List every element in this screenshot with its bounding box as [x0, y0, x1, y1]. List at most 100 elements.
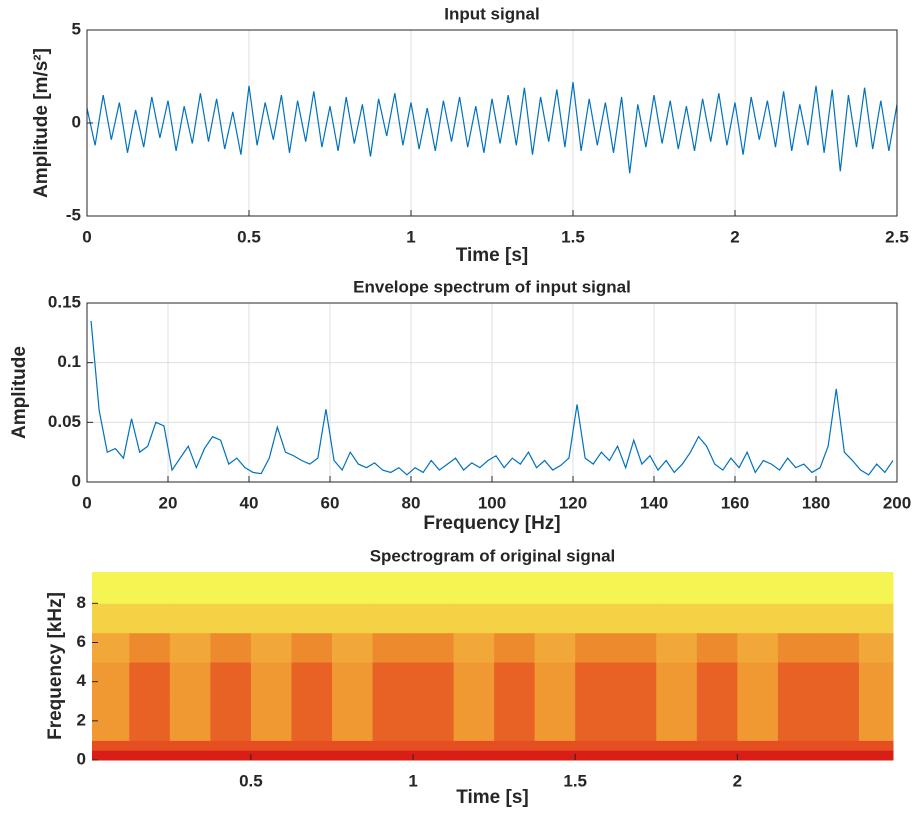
spectrogram-cell — [818, 572, 860, 604]
spectrogram-cell — [291, 572, 333, 604]
chart-title: Spectrogram of original signal — [370, 546, 616, 565]
spectrogram-cell — [413, 662, 455, 702]
spectrogram-cell — [250, 603, 292, 634]
spectrogram-cell — [494, 632, 536, 663]
spectrogram-cell — [169, 662, 211, 702]
spectrogram-cell — [453, 740, 495, 751]
spectrogram-cell — [331, 603, 374, 634]
spectrogram-cell — [656, 740, 698, 751]
y-axis-label: Amplitude [m/s²] — [31, 48, 52, 198]
spectrogram-cell — [331, 740, 374, 751]
spectrogram-cell — [372, 740, 414, 751]
spectrogram-cell — [210, 603, 252, 634]
spectrogram-cell — [92, 572, 130, 604]
x-tick-label: 1 — [406, 227, 415, 246]
spectrogram-cell — [696, 572, 738, 604]
spectrogram-cell — [615, 740, 657, 751]
spectrogram-cell — [413, 603, 455, 634]
spectrogram-cell — [534, 662, 576, 702]
y-tick-label: 0.1 — [57, 352, 81, 371]
spectrogram-cell — [250, 750, 292, 761]
spectrogram-cell — [413, 632, 455, 663]
spectrogram-cell — [250, 740, 292, 751]
spectrogram-cell — [615, 750, 657, 761]
spectrogram-cell — [494, 603, 536, 634]
y-tick-label: 4 — [77, 671, 87, 690]
spectrogram-cell — [777, 750, 819, 761]
spectrogram-cell — [291, 662, 333, 702]
spectrogram-cell — [818, 701, 860, 741]
spectrogram-cell — [818, 603, 860, 634]
spectrogram-cell — [372, 572, 414, 604]
spectrogram-cell — [331, 632, 374, 663]
x-tick-label: 20 — [159, 493, 178, 512]
spectrogram-cell — [453, 750, 495, 761]
spectrogram-cell — [656, 572, 698, 604]
x-tick-label: 2 — [733, 771, 742, 790]
spectrogram-cell — [494, 740, 536, 751]
spectrogram-cell — [372, 603, 414, 634]
spectrogram-cell — [169, 632, 211, 663]
spectrogram-cell — [777, 662, 819, 702]
x-tick-label: 60 — [321, 493, 340, 512]
spectrogram-cell — [210, 662, 252, 702]
y-tick-label: 2 — [77, 710, 86, 729]
spectrogram-cell — [372, 701, 414, 741]
y-tick-label: 0.05 — [48, 412, 81, 431]
spectrogram-cell — [615, 632, 657, 663]
spectrogram-cell — [331, 701, 374, 741]
spectrogram-cell — [575, 740, 617, 751]
spectrogram-cell — [858, 740, 894, 751]
spectrogram-cell — [92, 701, 130, 741]
spectrogram-cell — [737, 740, 779, 751]
spectrogram-cell — [129, 603, 171, 634]
spectrogram-cell — [696, 632, 738, 663]
spectrogram-cell — [656, 750, 698, 761]
spectrogram-cell — [169, 740, 211, 751]
spectrogram-cell — [696, 662, 738, 702]
spectrogram-cell — [534, 603, 576, 634]
spectrogram-cell — [291, 701, 333, 741]
spectrogram-cell — [92, 603, 130, 634]
spectrogram-cell — [169, 750, 211, 761]
spectrogram-cell — [129, 662, 171, 702]
spectrogram-cell — [210, 701, 252, 741]
spectrogram-cell — [129, 750, 171, 761]
subplot: 0 20 40 60 80 100 120 140 160 180 200 0 0.05 0.1 0.15 E… — [9, 277, 911, 534]
spectrogram-cell — [615, 662, 657, 702]
y-tick-label: 0 — [72, 112, 81, 131]
spectrogram-cell — [129, 632, 171, 663]
x-axis-label: Time [s] — [456, 245, 529, 266]
spectrogram-cell — [494, 701, 536, 741]
spectrogram-cell — [534, 632, 576, 663]
spectrogram-cell — [413, 750, 455, 761]
spectrogram-cell — [453, 701, 495, 741]
spectrogram-cell — [494, 572, 536, 604]
spectrogram-cell — [575, 701, 617, 741]
x-tick-label: 40 — [240, 493, 259, 512]
spectrogram-cell — [615, 701, 657, 741]
spectrogram-cell — [777, 632, 819, 663]
spectrogram-cell — [777, 701, 819, 741]
spectrogram-cell — [413, 740, 455, 751]
spectrogram-cell — [615, 572, 657, 604]
spectrogram-cell — [696, 603, 738, 634]
y-tick-label: 0 — [72, 471, 81, 490]
spectrogram-cell — [737, 632, 779, 663]
spectrogram-cell — [818, 662, 860, 702]
y-axis-label: Frequency [kHz] — [45, 592, 66, 740]
spectrogram-cell — [453, 662, 495, 702]
y-tick-label: 5 — [72, 19, 81, 38]
x-tick-label: 1 — [408, 771, 417, 790]
spectrogram-cell — [210, 572, 252, 604]
spectrogram-cell — [777, 603, 819, 634]
spectrogram-cell — [129, 572, 171, 604]
spectrogram-cell — [250, 572, 292, 604]
spectrogram-cell — [737, 701, 779, 741]
subplot: 0.5 1 1.5 2 0 2 4 6 8 Spectrogram of original sig… — [45, 546, 894, 808]
spectrogram-cell — [331, 750, 374, 761]
signal-line — [90, 320, 894, 476]
x-tick-label: 0.5 — [239, 771, 263, 790]
